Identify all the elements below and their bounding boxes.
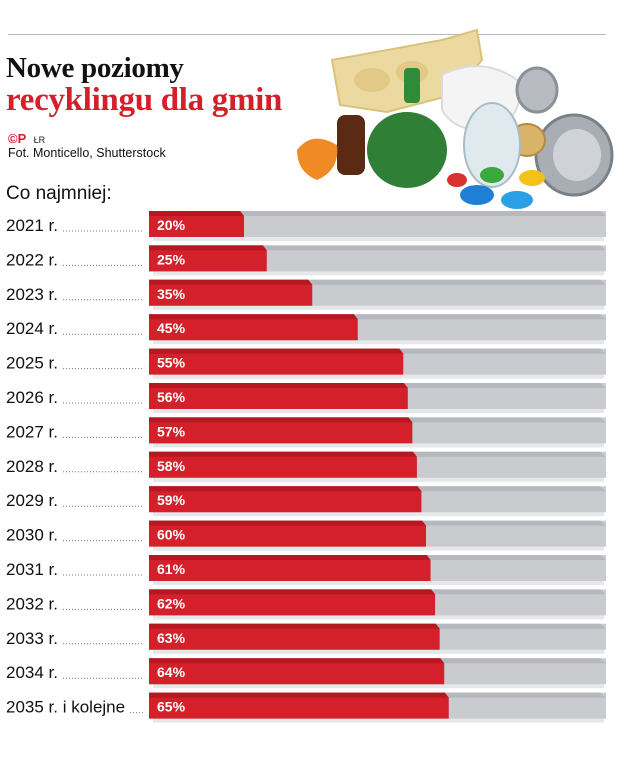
bar-value-edge <box>149 520 426 526</box>
category-label: 2032 r. <box>6 594 58 613</box>
bar-value-label: 65% <box>157 699 186 715</box>
bar-value-label: 25% <box>157 251 186 267</box>
bar-value-label: 57% <box>157 423 186 439</box>
category-label: 2027 r. <box>6 422 58 441</box>
bar-value-label: 61% <box>157 561 186 577</box>
category-label: 2034 r. <box>6 663 58 682</box>
credit-line: ©P ŁR <box>8 131 45 146</box>
bar-value-edge <box>149 658 445 664</box>
bar-value-label: 58% <box>157 458 186 474</box>
bar-value-edge <box>149 555 431 560</box>
bottle-cap-green <box>480 167 504 183</box>
category-label: 2021 r. <box>6 216 58 235</box>
agency-logo: ©P <box>8 131 27 146</box>
bar-value-label: 60% <box>157 527 186 543</box>
bottle-cap-blue <box>460 185 494 205</box>
bar-value <box>149 348 404 375</box>
bar-track <box>149 211 606 237</box>
category-label: 2022 r. <box>6 250 58 269</box>
bottle-cap-yellow <box>519 170 545 186</box>
bar-value <box>149 383 408 409</box>
tin-can-top <box>515 66 559 114</box>
tin-can-inner <box>553 129 601 181</box>
recycling-waste-illustration <box>297 28 614 209</box>
bar-value <box>149 245 267 272</box>
bar-track-edge <box>149 211 606 216</box>
bar-value-edge <box>149 451 417 457</box>
top-rule <box>8 34 606 35</box>
photo-credit: Fot. Monticello, Shutterstock <box>8 146 166 160</box>
category-label: 2031 r. <box>6 560 58 579</box>
bar-value <box>149 279 313 306</box>
bar-value-label: 64% <box>157 664 186 680</box>
bar-value-edge <box>149 692 449 698</box>
brown-bottle <box>337 115 365 175</box>
bar-value-edge <box>149 589 436 595</box>
bar-value-edge <box>149 623 440 629</box>
category-label: 2025 r. <box>6 354 58 373</box>
bar-value-label: 20% <box>157 217 186 233</box>
category-label: 2035 r. i kolejne <box>6 698 125 717</box>
category-label: 2026 r. <box>6 388 58 407</box>
bar-value-edge <box>149 417 413 423</box>
bar-value <box>149 520 426 547</box>
bar-value <box>149 486 422 513</box>
bar-value <box>149 692 449 719</box>
category-label: 2028 r. <box>6 457 58 476</box>
bar-value-edge <box>149 314 358 320</box>
bar-value <box>149 451 417 478</box>
category-label: 2029 r. <box>6 491 58 510</box>
author-initials: ŁR <box>33 135 46 145</box>
bar-value <box>149 623 440 650</box>
bar-value-edge <box>149 279 313 285</box>
clear-bottle <box>463 102 521 188</box>
orange-peel <box>297 138 338 180</box>
bar-value <box>149 211 244 237</box>
green-bottle-neck <box>404 68 420 103</box>
bar-value-edge <box>149 245 267 251</box>
bar-value-label: 56% <box>157 389 186 405</box>
bar-value-label: 63% <box>157 630 186 646</box>
egg-carton-cup <box>354 68 390 92</box>
chart-subtitle: Co najmniej: <box>6 183 112 204</box>
bar-value-label: 62% <box>157 595 186 611</box>
chart-title-line2: recyklingu dla gmin <box>6 82 283 118</box>
bar-value-label: 59% <box>157 492 186 508</box>
chart-title-line1: Nowe poziomy <box>6 52 184 84</box>
bar-value <box>149 314 358 341</box>
bar-value-edge <box>149 211 244 216</box>
category-label: 2030 r. <box>6 526 58 545</box>
bar-value-edge <box>149 486 422 492</box>
category-label: 2023 r. <box>6 285 58 304</box>
category-label: 2033 r. <box>6 629 58 648</box>
green-bottle-body <box>367 112 447 188</box>
bar-value <box>149 417 413 444</box>
bottle-cap-red <box>447 173 467 187</box>
bar-value <box>149 589 436 616</box>
bar-value <box>149 555 431 581</box>
bar-value-label: 35% <box>157 286 186 302</box>
bottle-cap-blue <box>501 191 533 209</box>
category-label: 2024 r. <box>6 319 58 338</box>
bar-value-edge <box>149 348 404 354</box>
bar-value-edge <box>149 383 408 388</box>
bar-value-label: 55% <box>157 355 186 371</box>
bar-value-label: 45% <box>157 320 186 336</box>
bar-value <box>149 658 445 685</box>
